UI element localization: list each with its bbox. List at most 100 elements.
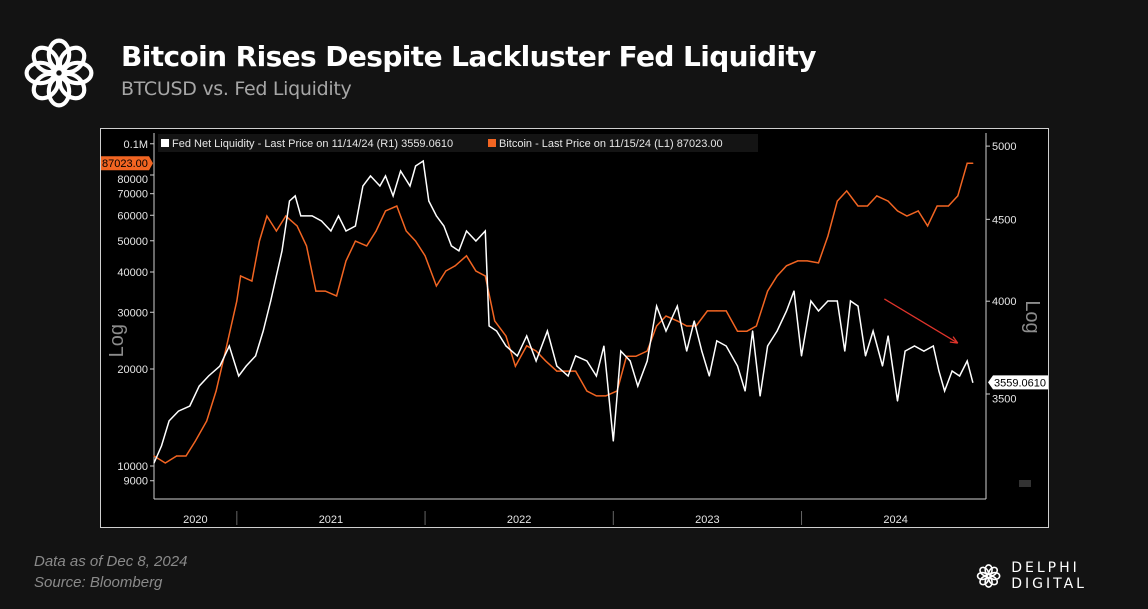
left-tick-label: 70000 [117, 189, 148, 201]
logo-loop [988, 575, 999, 586]
data-point [266, 215, 268, 217]
data-point [275, 230, 277, 232]
data-point [595, 375, 597, 377]
data-point [736, 365, 739, 367]
left-tick-label: 0.1M [124, 139, 148, 151]
data-point [556, 365, 558, 367]
data-point [693, 320, 695, 322]
page-subtitle: BTCUSD vs. Fed Liquidity [121, 78, 352, 100]
page-title: Bitcoin Rises Despite Lackluster Fed Liq… [121, 40, 816, 73]
data-point [793, 290, 795, 292]
data-point [422, 160, 424, 162]
data-point [806, 260, 808, 262]
data-point [746, 330, 748, 332]
data-point [345, 260, 347, 262]
fed-last-value: 3559.0610 [994, 377, 1046, 389]
data-point [923, 350, 925, 352]
data-point [526, 335, 528, 337]
data-point [646, 360, 648, 362]
data-point [586, 390, 588, 392]
data-point [424, 255, 426, 257]
data-point [435, 215, 437, 217]
data-point [706, 310, 709, 312]
data-point [475, 240, 477, 242]
btc-last-value-tag [101, 156, 153, 171]
data-point [655, 305, 658, 307]
left-tick-label: 10000 [117, 461, 148, 473]
data-point [972, 162, 974, 164]
x-tick-label: 2020 [183, 514, 207, 526]
data-point [535, 350, 537, 352]
data-point [415, 165, 417, 167]
left-tick-label: 40000 [117, 267, 148, 279]
data-point [957, 195, 959, 197]
trend-arrow [884, 298, 959, 344]
legend-bg [158, 134, 758, 152]
data-point [755, 325, 757, 327]
data-point [943, 390, 946, 392]
data-point [881, 365, 884, 367]
data-point [164, 462, 166, 464]
data-point [354, 240, 357, 242]
data-point [629, 360, 631, 362]
data-point [725, 345, 727, 347]
data-point [938, 370, 940, 372]
data-point [392, 195, 394, 197]
data-point [362, 185, 364, 187]
data-point [872, 330, 874, 332]
data-point [294, 195, 296, 197]
legend-label: Bitcoin - Last Price on 11/15/24 (L1) 87… [499, 138, 723, 150]
data-point [245, 365, 247, 367]
data-point [736, 330, 739, 332]
data-point [270, 300, 272, 302]
data-point [676, 305, 678, 307]
data-point [445, 270, 447, 272]
data-point [175, 455, 178, 457]
data-point [612, 440, 614, 442]
data-point [475, 270, 477, 272]
right-tick-label: 4500 [992, 214, 1016, 226]
data-point [725, 310, 727, 312]
data-point [198, 385, 200, 387]
data-point [238, 375, 240, 377]
data-point [185, 455, 187, 457]
data-point [708, 375, 710, 377]
data-point [354, 225, 357, 227]
data-point [567, 375, 569, 377]
data-point [320, 220, 323, 222]
data-point [194, 440, 197, 442]
brand-name: DELPHI DIGITAL [1011, 560, 1087, 592]
data-point [409, 185, 411, 187]
data-point [917, 210, 919, 212]
data-point [189, 405, 191, 407]
data-point [785, 265, 788, 267]
brand: DELPHI DIGITAL [976, 560, 1148, 592]
data-point [450, 245, 453, 247]
data-point [495, 330, 498, 332]
legend-swatch [161, 139, 169, 147]
data-point [827, 235, 829, 237]
data-point [224, 350, 227, 352]
data-point [153, 455, 155, 457]
data-point [947, 205, 949, 207]
data-point [936, 205, 938, 207]
data-point [300, 215, 302, 217]
legend-swatch [488, 139, 496, 147]
left-tick-label: 50000 [117, 236, 148, 248]
data-point [251, 280, 253, 282]
x-tick-label: 2021 [319, 514, 343, 526]
data-note: Data as of Dec 8, 2024 [34, 553, 188, 570]
right-tick-label: 5000 [992, 141, 1016, 153]
data-point [465, 255, 468, 257]
data-point [375, 230, 377, 232]
logo-loop [31, 71, 61, 101]
data-point [262, 330, 264, 332]
data-point [686, 325, 688, 327]
data-point [337, 215, 340, 217]
data-point [153, 462, 155, 464]
data-point [785, 310, 788, 312]
data-point [505, 345, 507, 347]
data-point [405, 230, 407, 232]
data-point [366, 245, 368, 247]
data-point [255, 355, 257, 357]
